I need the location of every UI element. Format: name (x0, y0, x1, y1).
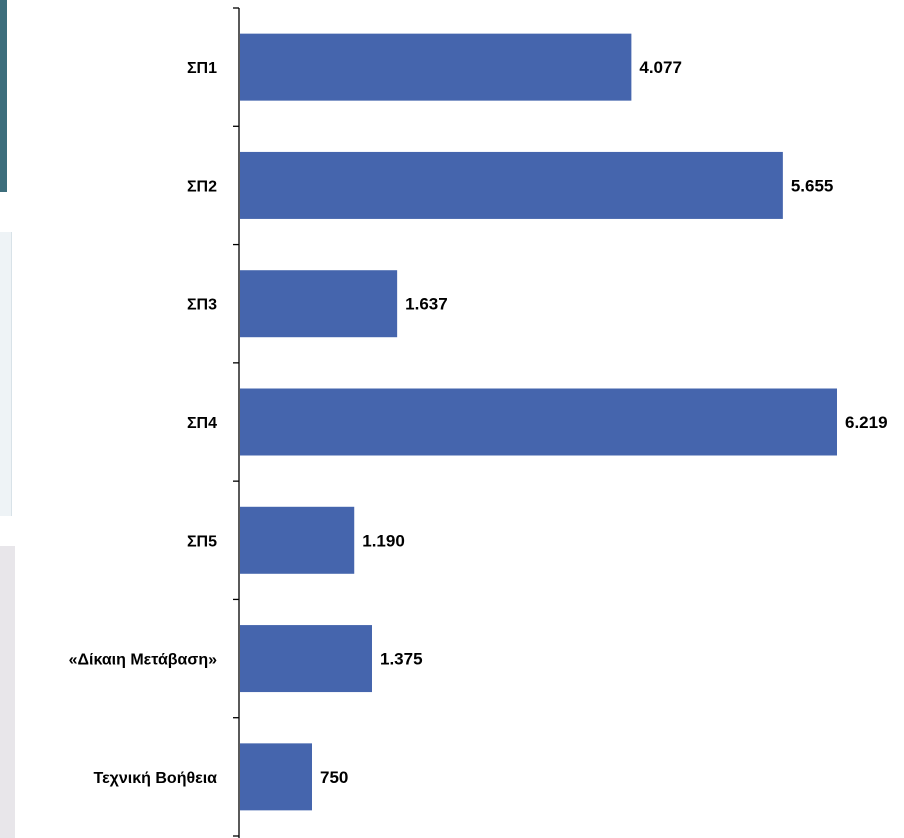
data-label: 5.655 (791, 176, 834, 195)
bar (240, 388, 837, 456)
category-label: Τεχνική Βοήθεια (94, 770, 218, 787)
category-label: ΣΠ5 (187, 533, 217, 550)
data-label: 6.219 (845, 413, 888, 432)
bar (240, 625, 372, 693)
side-panel-c (0, 546, 15, 838)
data-label: 750 (320, 768, 348, 787)
bar (240, 33, 632, 101)
bar (240, 151, 783, 219)
data-label: 1.375 (380, 650, 423, 669)
bar (240, 270, 398, 338)
data-label: 1.637 (405, 295, 448, 314)
data-label: 4.077 (639, 58, 682, 77)
bar (240, 743, 312, 811)
category-axis (233, 7, 240, 838)
bars (240, 33, 837, 811)
category-label: «Δίκαιη Μετάβαση» (69, 652, 218, 669)
labels: ΣΠ1 4.077 ΣΠ2 5.655 ΣΠ3 1.637 ΣΠ4 6.219 ΣΠ5 1.190… (69, 58, 888, 787)
category-label: ΣΠ3 (187, 297, 217, 314)
bar (240, 506, 355, 574)
side-panel-b (0, 232, 12, 516)
category-label: ΣΠ2 (187, 178, 217, 195)
category-label: ΣΠ4 (187, 415, 217, 432)
side-panel-a (0, 0, 7, 192)
category-label: ΣΠ1 (187, 60, 217, 77)
data-label: 1.190 (362, 531, 405, 550)
